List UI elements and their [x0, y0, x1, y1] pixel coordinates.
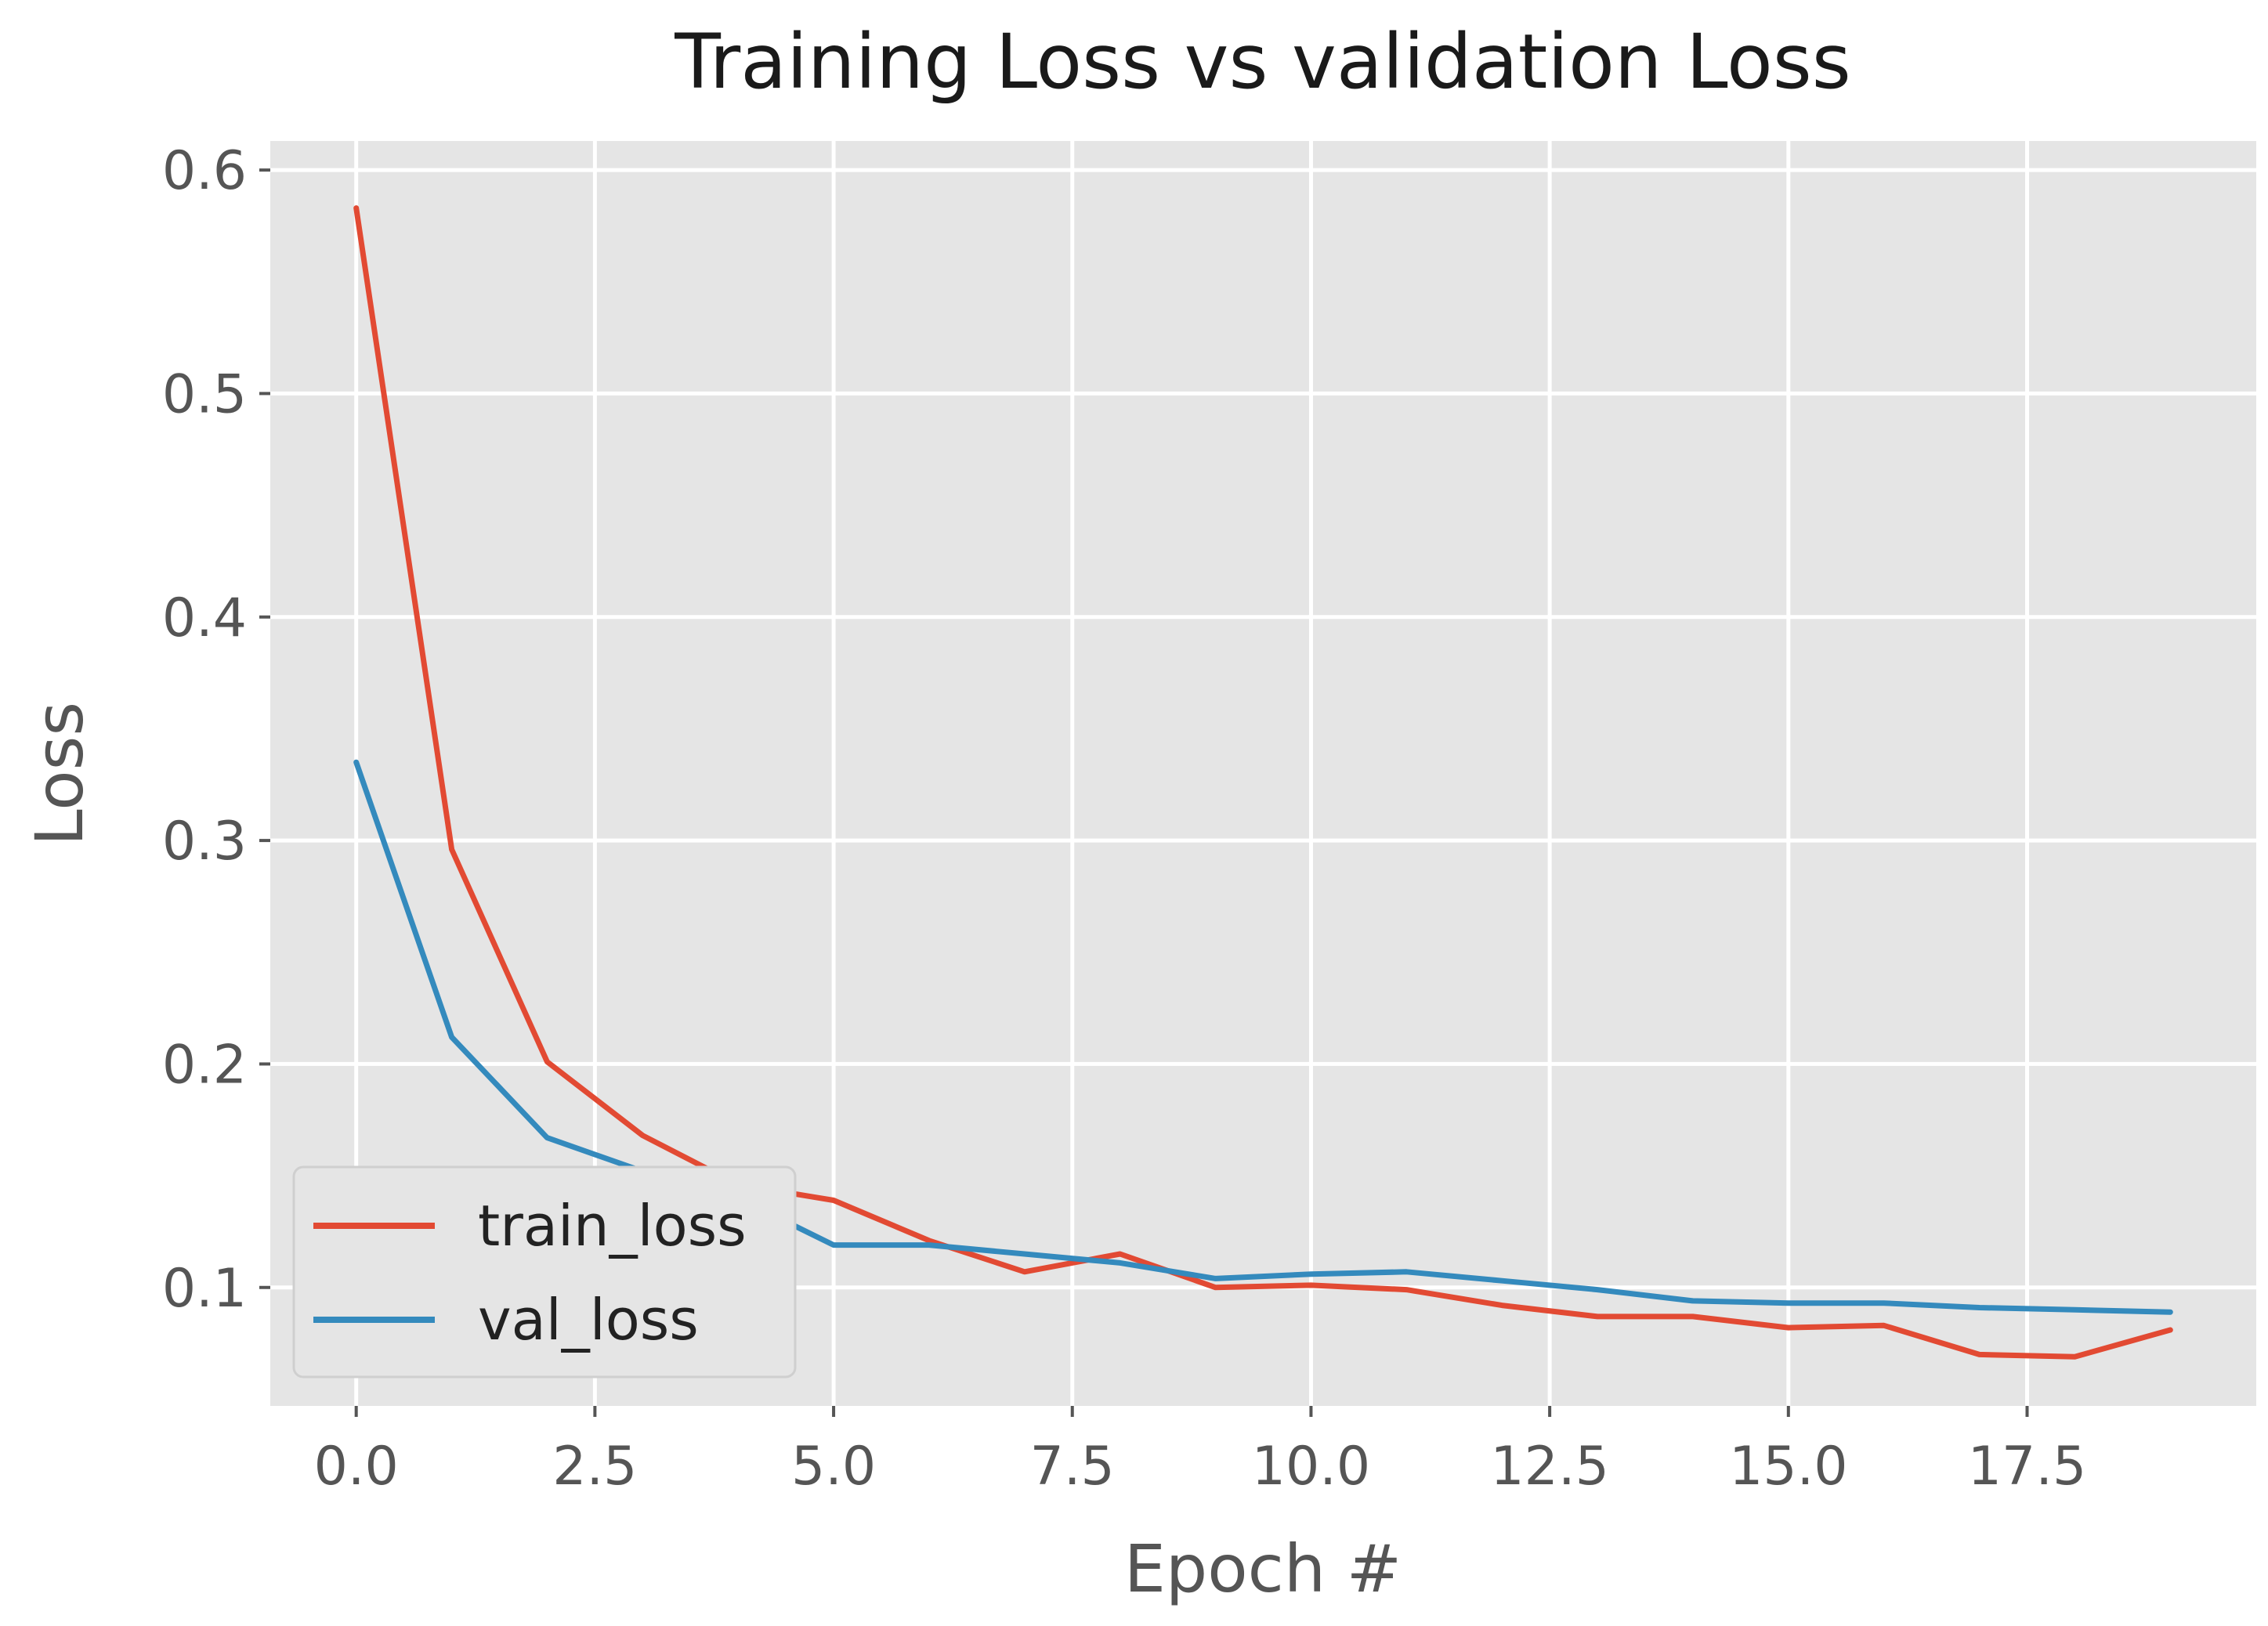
x-tick-label: 5.0	[791, 1436, 876, 1498]
legend-box	[292, 1165, 797, 1378]
chart-title: Training Loss vs validation Loss	[674, 18, 1850, 106]
x-tick-label: 12.5	[1490, 1436, 1608, 1498]
x-tick-label: 0.0	[314, 1436, 399, 1498]
legend: train_loss val_loss	[292, 1165, 797, 1378]
axis-ticks: 0.0 2.5 5.0 7.5 10.0 12.5 15.0 17.5 0.1 0.2 0.3 0.4…	[162, 140, 2086, 1498]
legend-label-val-loss: val_loss	[478, 1287, 699, 1353]
x-tick-label: 15.0	[1729, 1436, 1847, 1498]
y-tick-label: 0.6	[162, 140, 247, 202]
y-tick-label: 0.1	[162, 1258, 247, 1320]
x-tick-label: 17.5	[1968, 1436, 2086, 1498]
gridlines	[270, 141, 2256, 1406]
y-tick-label: 0.4	[162, 587, 247, 649]
x-tick-label: 10.0	[1252, 1436, 1370, 1498]
y-tick-label: 0.2	[162, 1034, 247, 1096]
y-axis-label: Loss	[21, 702, 98, 846]
y-tick-label: 0.3	[162, 811, 247, 873]
x-tick-label: 7.5	[1030, 1436, 1115, 1498]
y-tick-label: 0.5	[162, 363, 247, 425]
x-tick-label: 2.5	[552, 1436, 637, 1498]
x-axis-label: Epoch #	[1124, 1530, 1402, 1607]
legend-label-train-loss: train_loss	[478, 1193, 747, 1259]
series-line-train-loss	[353, 205, 2173, 1360]
